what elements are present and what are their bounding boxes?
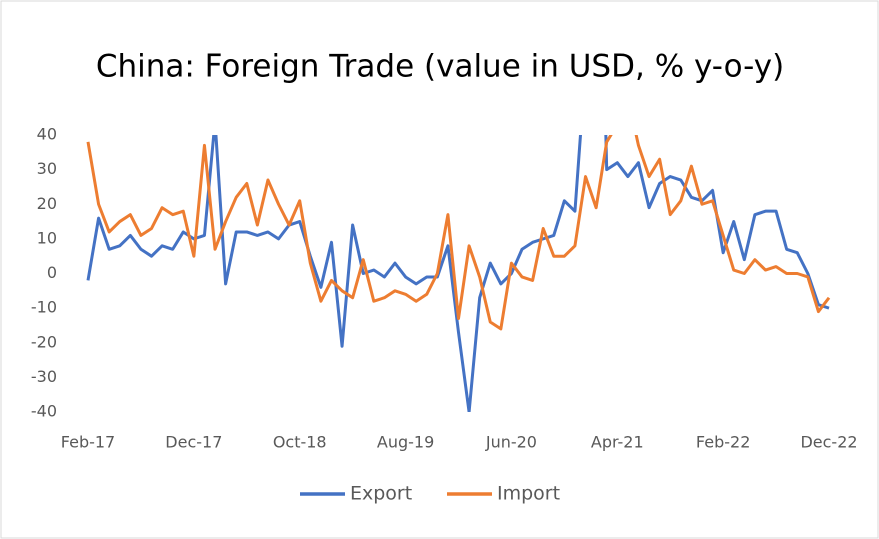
y-tick-label: -40 [31,402,57,421]
x-tick-label: Apr-21 [591,433,644,452]
line-series [86,135,830,412]
y-tick-label: -20 [31,332,57,351]
plot-area [86,135,831,412]
chart-title: China: Foreign Trade (value in USD, % y-… [96,49,784,85]
x-tick-label: Oct-18 [273,433,327,452]
legend-label: Export [350,483,412,505]
x-tick-label: Dec-17 [165,433,222,452]
x-tick-label: Dec-22 [800,433,857,452]
x-tick-label: Feb-17 [61,433,115,452]
x-tick-label: Jun-20 [485,433,537,452]
y-tick-label: 40 [37,125,57,144]
y-tick-label: -10 [31,298,57,317]
legend-label: Import [497,483,560,505]
line-series [86,135,831,331]
x-tick-label: Aug-19 [377,433,434,452]
y-tick-label: -30 [31,367,57,386]
y-tick-label: 30 [37,159,57,178]
x-tick-label: Feb-22 [696,433,750,452]
y-tick-label: 20 [37,194,57,213]
y-tick-label: 0 [47,263,57,282]
y-tick-label: 10 [37,228,57,247]
